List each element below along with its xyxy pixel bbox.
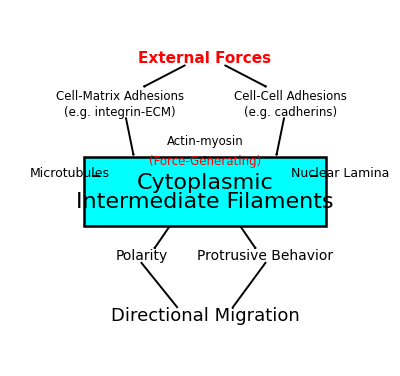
Text: Directional Migration: Directional Migration [111,307,299,325]
Text: Microtubules: Microtubules [30,167,110,180]
Text: Actin-myosin: Actin-myosin [167,135,243,148]
Text: Cytoplasmic: Cytoplasmic [137,173,273,193]
Text: External Forces: External Forces [138,51,272,66]
Text: Polarity: Polarity [115,249,168,264]
Text: Cell-Cell Adhesions
(e.g. cadherins): Cell-Cell Adhesions (e.g. cadherins) [234,90,347,119]
Text: (Force-Generating): (Force-Generating) [149,155,261,168]
Text: Cell-Matrix Adhesions
(e.g. integrin-ECM): Cell-Matrix Adhesions (e.g. integrin-ECM… [56,90,184,119]
FancyBboxPatch shape [84,156,326,226]
Text: Protrusive Behavior: Protrusive Behavior [197,249,334,264]
Text: Nuclear Lamina: Nuclear Lamina [291,167,389,180]
Text: Intermediate Filaments: Intermediate Filaments [76,193,334,212]
